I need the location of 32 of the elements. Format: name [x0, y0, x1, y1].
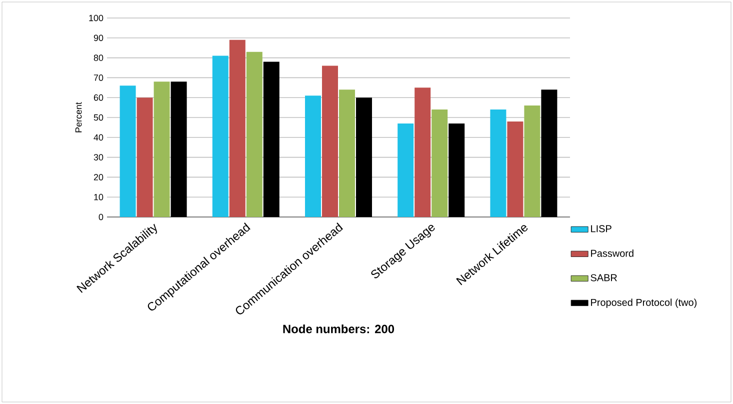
bar [136, 98, 153, 217]
legend-label: LISP [591, 225, 612, 232]
bar [120, 86, 136, 217]
bar [524, 106, 540, 217]
bar [229, 40, 246, 217]
y-tick-label: 30 [94, 154, 104, 160]
bar [305, 96, 321, 217]
y-tick-label: 90 [94, 34, 104, 42]
y-tick-label: 100 [89, 14, 104, 22]
legend-label: Password [591, 250, 634, 257]
bar [154, 82, 170, 217]
y-axis-title: Percent [75, 102, 82, 132]
legend-label: Proposed Protocol (two) [591, 298, 697, 308]
y-tick-label: 20 [94, 174, 104, 180]
bar [339, 90, 355, 217]
legend-label: SABR [590, 274, 617, 282]
y-tick-label: 50 [94, 114, 104, 121]
y-tick-label: 70 [94, 74, 104, 81]
bar [322, 66, 338, 217]
y-tick-label: 10 [94, 194, 104, 200]
y-tick-label: 80 [94, 54, 104, 61]
bar [246, 52, 262, 217]
y-tick-label: 60 [94, 94, 104, 101]
bar [432, 110, 448, 217]
bar [490, 110, 506, 217]
bar [414, 88, 431, 217]
bar [212, 56, 228, 217]
bar [398, 123, 414, 217]
x-axis-title: Node numbers: 200 [283, 324, 394, 334]
y-tick-label: 40 [94, 134, 104, 141]
bar [507, 121, 524, 217]
y-tick-label: 0 [98, 214, 104, 220]
